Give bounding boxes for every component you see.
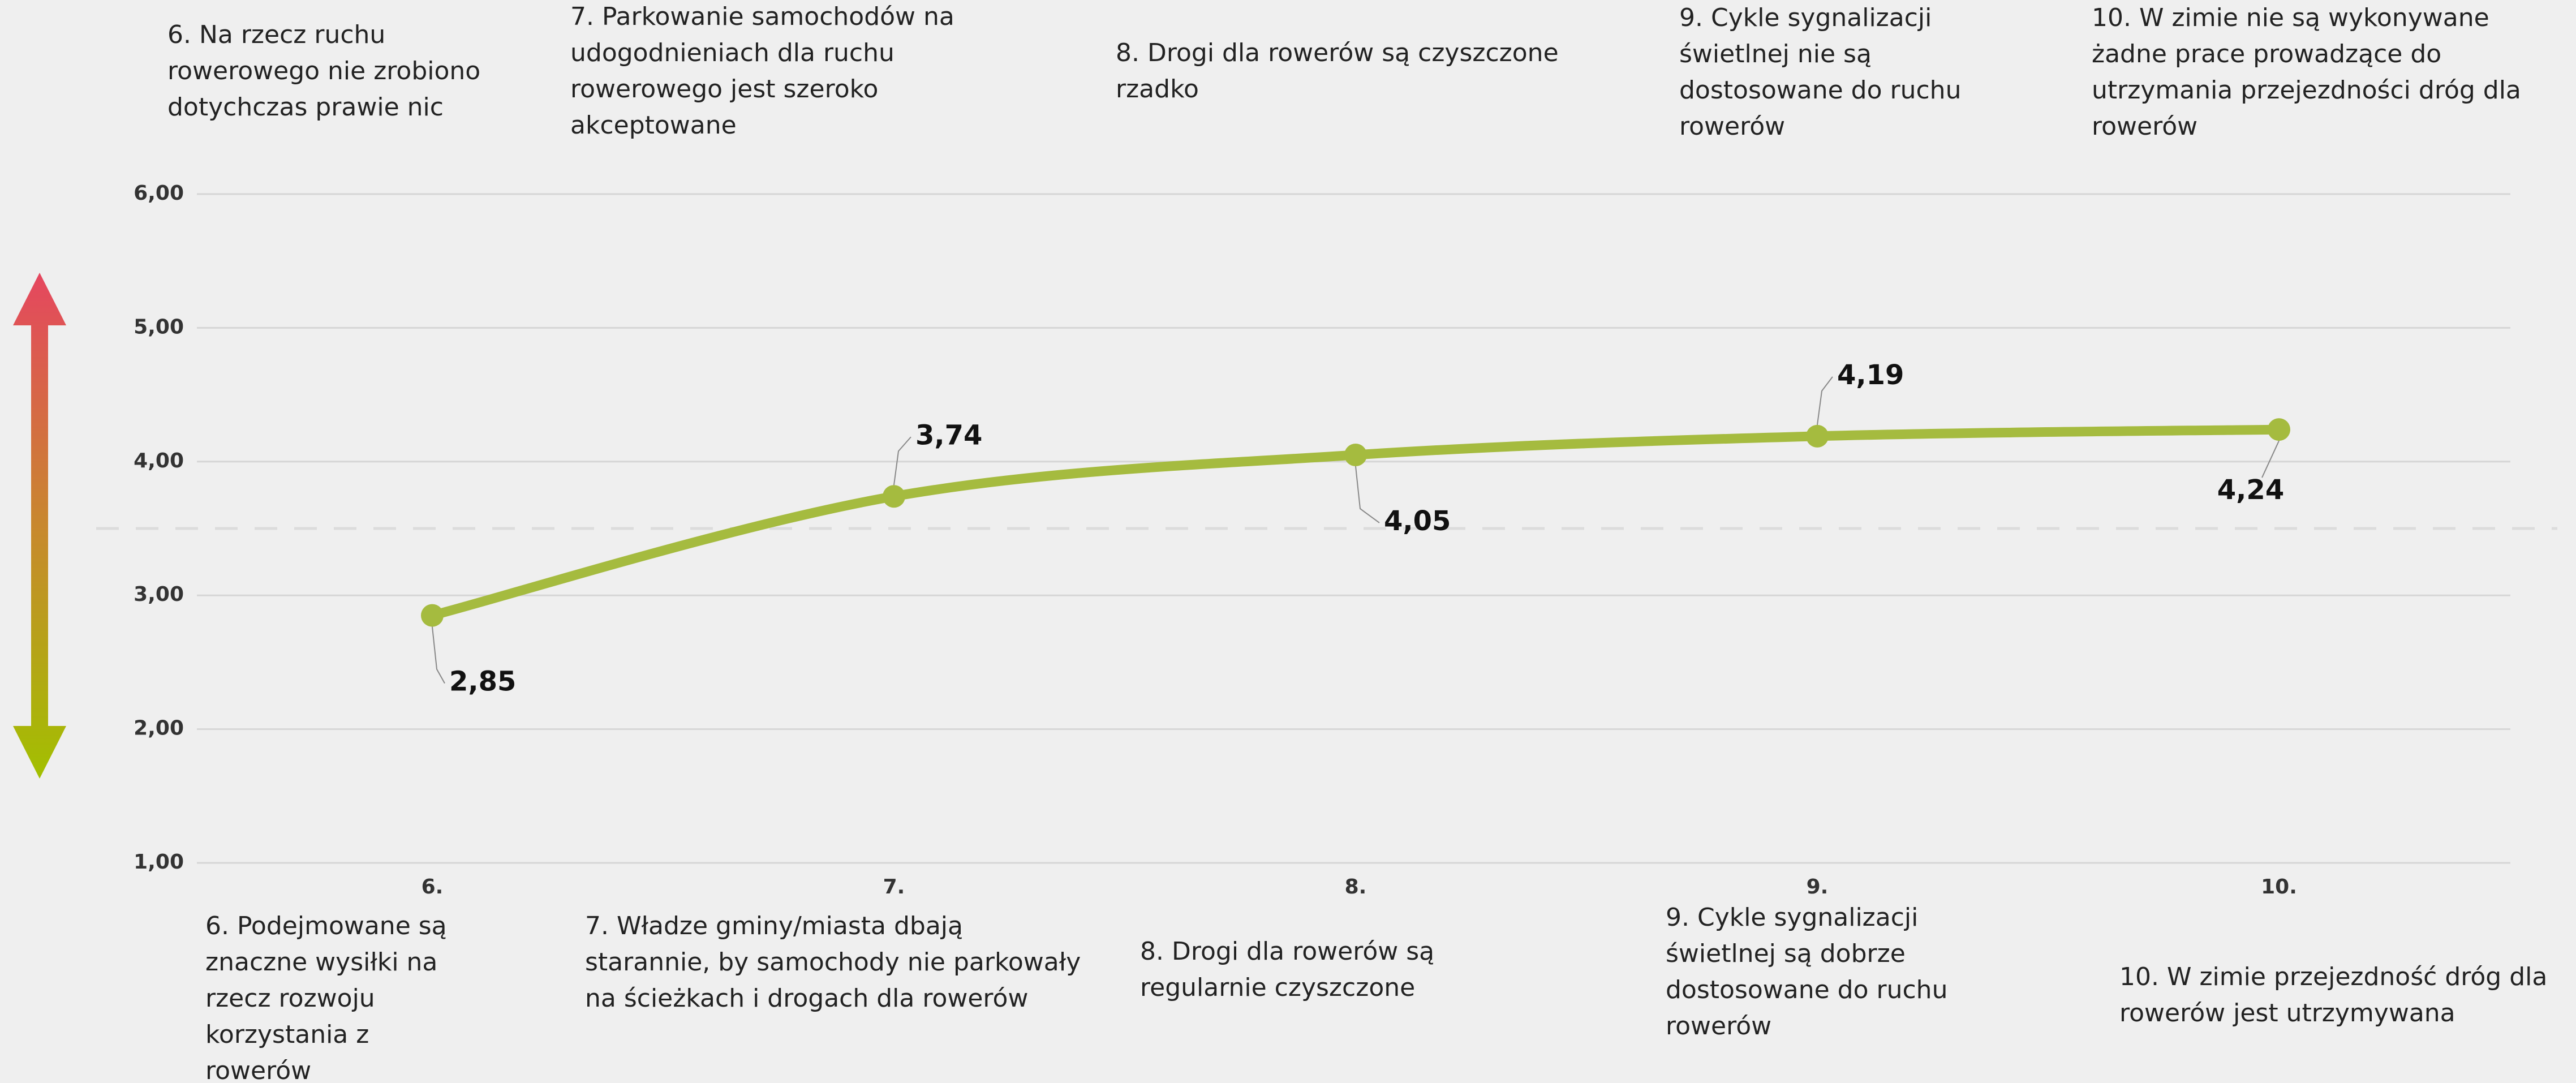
x-tick-label: 7. [883,875,905,899]
point [1344,443,1367,466]
scale-arrow [13,273,66,779]
value-label: 2,85 [449,666,516,698]
y-tick-label: 1,00 [134,850,184,874]
bottom-label: 8. Drogi dla rowerów są regularnie czysz… [1140,937,1435,1002]
value-label: 4,24 [2217,474,2284,506]
bottom-label: 7. Władze gminy/miasta dbają starannie, … [585,912,1081,1013]
y-tick-label: 2,00 [134,717,184,740]
top-label: 7. Parkowanie samochodów na udogodnienia… [570,2,954,140]
value-label: 3,74 [915,419,982,451]
top-label: 9. Cykle sygnalizacji świetlnej nie są d… [1679,3,1962,141]
point [1806,424,1829,448]
top-label: 10. W zimie nie są wykonywane żadne prac… [2092,3,2521,141]
y-tick-label: 6,00 [134,182,184,205]
leader-line [2261,440,2280,478]
bottom-label: 9. Cykle sygnalizacji świetlnej są dobrz… [1666,903,1948,1041]
bottom-label: 6. Podejmowane są znaczne wysiłki na rze… [205,912,447,1083]
point [2268,418,2290,441]
y-tick-label: 5,00 [134,315,184,338]
leader-line [432,626,445,684]
x-tick-label: 10. [2261,875,2297,899]
x-tick-label: 8. [1345,875,1367,899]
bottom-label: 10. W zimie przejezdność dróg dla roweró… [2119,962,2548,1028]
y-tick-label: 4,00 [134,449,184,472]
x-tick-label: 9. [1807,875,1829,899]
leader-line [893,436,911,485]
y-tick-label: 3,00 [134,583,184,606]
value-label: 4,19 [1837,359,1904,391]
value-label: 4,05 [1384,505,1451,537]
point [421,604,444,627]
top-label: 6. Na rzecz ruchu rowerowego nie zrobion… [167,20,481,122]
leader-line [1355,466,1380,523]
leader-line [1817,376,1833,426]
point [883,485,905,508]
x-tick-label: 6. [422,875,444,899]
top-label: 8. Drogi dla rowerów są czyszczone rzadk… [1116,38,1559,104]
